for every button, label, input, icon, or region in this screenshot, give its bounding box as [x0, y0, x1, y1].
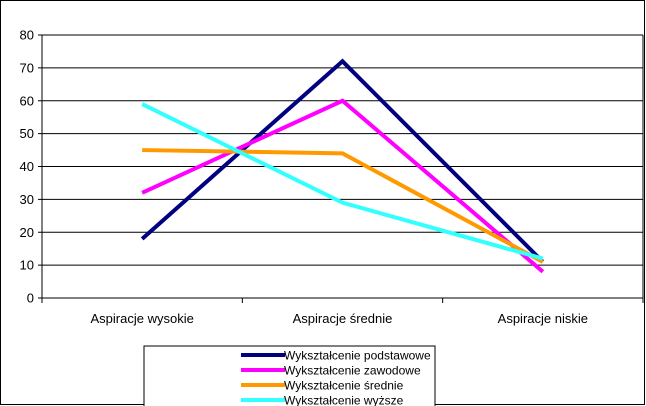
legend-label: Wykształcenie średnie	[284, 379, 404, 393]
legend-label: Wykształcenie wyższe	[284, 394, 404, 406]
legend-label: Wykształcenie zawodowe	[284, 364, 421, 378]
axes: 0 10 20 30 40 50 60 70 80 Aspiracje wysokie Aspira…	[20, 28, 644, 326]
series-line	[141, 102, 544, 261]
y-tick-label: 80	[20, 28, 34, 43]
y-tick-label: 70	[20, 60, 34, 75]
x-category-label: Aspiracje niskie	[498, 311, 588, 326]
y-tick-label: 40	[20, 159, 34, 174]
y-tick-label: 50	[20, 126, 34, 141]
y-tick-label: 0	[27, 291, 34, 306]
legend-label: Wykształcenie podstawowe	[284, 349, 431, 363]
y-tick-label: 10	[20, 258, 34, 273]
x-category-label: Aspiracje wysokie	[91, 311, 194, 326]
y-tick-label: 60	[20, 93, 34, 108]
series-line	[142, 148, 544, 264]
legend-box	[143, 345, 436, 406]
series-line	[140, 58, 545, 264]
series-line	[141, 98, 545, 274]
series-lines	[140, 58, 545, 274]
x-category-label: Aspiracje średnie	[293, 311, 393, 326]
gridlines	[42, 34, 644, 298]
y-tick-label: 20	[20, 225, 34, 240]
y-tick-label: 30	[20, 192, 34, 207]
